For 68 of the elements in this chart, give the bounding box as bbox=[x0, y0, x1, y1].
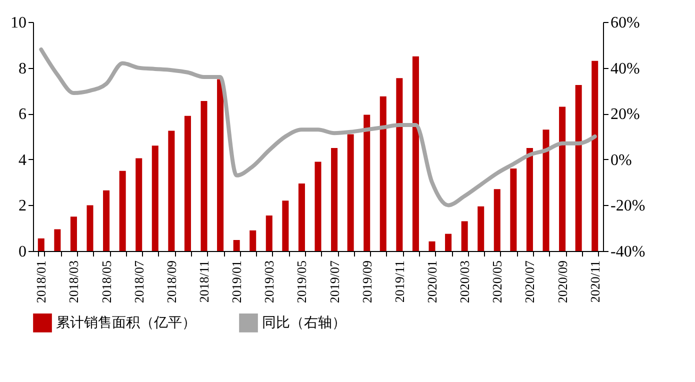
bar bbox=[298, 183, 305, 251]
bar bbox=[152, 146, 158, 251]
x-tick-label: 2018/11 bbox=[196, 260, 212, 303]
bar bbox=[364, 114, 370, 251]
bar bbox=[526, 148, 533, 251]
bar bbox=[250, 230, 256, 251]
line-series bbox=[39, 47, 597, 208]
bar bbox=[233, 240, 240, 251]
x-tick-label: 2020/05 bbox=[490, 260, 505, 304]
bar bbox=[331, 148, 338, 251]
bar bbox=[38, 238, 44, 251]
x-tick-label: 2019/11 bbox=[392, 260, 407, 303]
x-tick-label: 2018/05 bbox=[98, 260, 114, 304]
bar bbox=[314, 162, 322, 251]
y-tick-label: 8 bbox=[18, 60, 26, 78]
bar bbox=[559, 106, 566, 251]
bar bbox=[347, 134, 354, 251]
y2-tick-label: 20% bbox=[610, 106, 640, 124]
legend-label: 同比（右轴） bbox=[262, 314, 346, 331]
bar bbox=[396, 78, 403, 251]
bar bbox=[217, 79, 224, 251]
x-tick-label: 2019/09 bbox=[359, 260, 374, 304]
bar bbox=[575, 84, 582, 251]
bar bbox=[103, 190, 110, 251]
bar bbox=[478, 206, 484, 251]
y2-tick-label: 60% bbox=[610, 14, 640, 32]
x-tick-label: 2020/03 bbox=[457, 260, 472, 304]
bar bbox=[445, 234, 452, 251]
bar bbox=[168, 130, 175, 251]
x-tick-label: 2019/07 bbox=[326, 260, 342, 304]
x-tick-label: 2018/01 bbox=[34, 260, 49, 304]
x-tick-label: 2018/09 bbox=[164, 260, 179, 304]
y2-tick-label: 0% bbox=[610, 152, 632, 169]
bar bbox=[184, 116, 191, 251]
bar bbox=[380, 96, 386, 251]
bar bbox=[54, 229, 61, 251]
x-tick-label: 2020/11 bbox=[587, 260, 602, 303]
bar bbox=[266, 216, 272, 251]
bar bbox=[510, 168, 517, 251]
x-tick-label: 2019/05 bbox=[294, 260, 310, 304]
x-tick-label: 2019/01 bbox=[229, 260, 244, 304]
bar bbox=[542, 130, 550, 251]
x-tick-label: 2020/07 bbox=[522, 260, 538, 304]
legend-label: 累计销售面积（亿平） bbox=[56, 314, 196, 331]
bar bbox=[282, 200, 289, 251]
y-tick-label: 0 bbox=[18, 244, 26, 260]
bar bbox=[136, 158, 142, 251]
bar bbox=[494, 189, 500, 251]
y2-tick-label: -20% bbox=[610, 198, 646, 215]
bar bbox=[200, 101, 208, 251]
x-tick-label: 2020/09 bbox=[554, 260, 570, 304]
bar bbox=[86, 205, 94, 251]
y-tick-label: 10 bbox=[10, 14, 26, 32]
bar bbox=[428, 241, 436, 251]
bar bbox=[461, 221, 468, 251]
x-tick-label: 2019/03 bbox=[262, 260, 277, 304]
y-tick-label: 2 bbox=[18, 198, 26, 215]
bar bbox=[70, 216, 77, 251]
y2-tick-label: 40% bbox=[610, 60, 640, 78]
bar bbox=[592, 60, 598, 251]
y2-tick-label: -40% bbox=[610, 244, 646, 260]
x-tick-label: 2020/01 bbox=[424, 260, 440, 304]
y-tick-label: 4 bbox=[18, 152, 26, 169]
y-tick-label: 6 bbox=[18, 106, 26, 124]
bar bbox=[119, 170, 126, 251]
x-tick-label: 2018/07 bbox=[131, 260, 146, 304]
bar bbox=[412, 56, 419, 251]
x-tick-label: 2018/03 bbox=[66, 260, 82, 304]
